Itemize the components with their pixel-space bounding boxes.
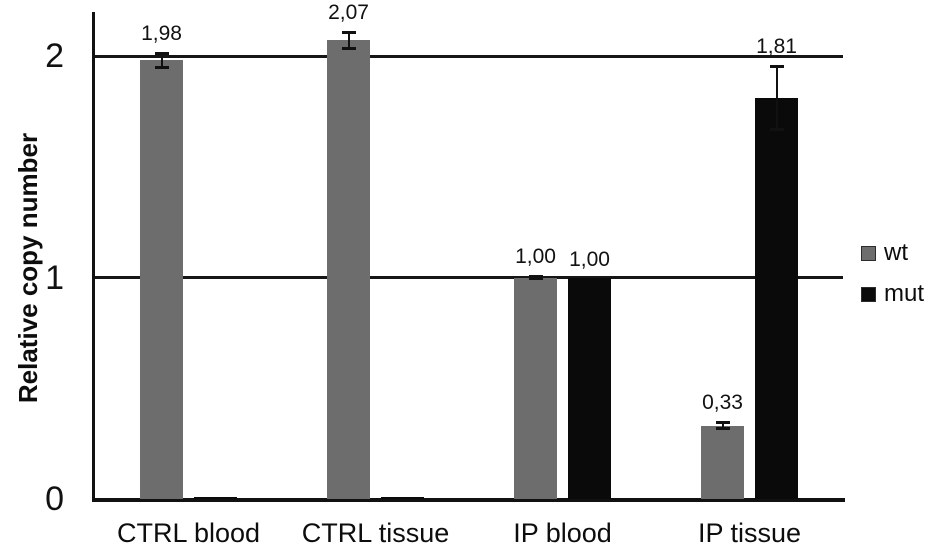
gridline-y2 — [95, 54, 843, 58]
error-bar-cap — [715, 427, 730, 431]
bar-mut-ctrl-blood — [194, 496, 237, 499]
data-label-wt-3: 0,33 — [702, 391, 743, 415]
error-bar-cap — [154, 51, 169, 55]
bar-wt-ctrl-blood — [140, 60, 183, 499]
data-label-wt-0: 1,98 — [141, 21, 182, 45]
y-tick-label-2: 2 — [45, 37, 64, 75]
error-bar — [347, 30, 350, 51]
x-category-label-ip-tissue: IP tissue — [697, 518, 802, 548]
data-label-wt-1: 2,07 — [328, 0, 369, 24]
error-bar-cap — [528, 277, 543, 281]
error-bar-cap — [341, 30, 356, 34]
bar-wt-ip-blood — [514, 277, 557, 499]
data-label-mut-3: 1,81 — [756, 34, 797, 58]
bar-mut-ip-blood — [568, 277, 611, 499]
x-axis-line — [92, 498, 845, 502]
error-bar — [160, 51, 163, 70]
error-bar-cap — [715, 421, 730, 425]
bar-wt-ctrl-tissue — [327, 40, 370, 499]
data-label-mut-2: 1,00 — [569, 247, 610, 271]
legend-item-mut: mut — [861, 282, 924, 306]
data-label-wt-2: 1,00 — [515, 244, 556, 268]
error-bar-cap — [528, 274, 543, 278]
legend-swatch-mut — [861, 286, 876, 302]
y-tick-label-1: 1 — [45, 258, 64, 297]
error-bar-cap — [154, 66, 169, 70]
legend-label-mut: mut — [884, 280, 925, 307]
bar-mut-ctrl-tissue — [381, 496, 424, 499]
error-bar-cap — [769, 128, 784, 132]
error-bar — [721, 421, 724, 431]
error-bar-cap — [341, 47, 356, 51]
bar-wt-ip-tissue — [701, 425, 744, 499]
x-category-label-ctrl-blood: CTRL blood — [116, 518, 261, 548]
y-tick-label-0: 0 — [45, 480, 64, 518]
error-bar — [775, 64, 778, 132]
x-category-label-ctrl-tissue: CTRL tissue — [301, 518, 450, 548]
error-bar-cap — [769, 64, 784, 68]
y-axis-line — [92, 12, 95, 502]
gridline-y1 — [95, 276, 843, 279]
bar-mut-ip-tissue — [755, 98, 798, 499]
x-category-label-ip-blood: IP blood — [513, 518, 612, 548]
legend-swatch-wt — [861, 245, 876, 261]
legend: wt mut — [861, 241, 924, 306]
legend-item-wt: wt — [861, 241, 924, 265]
legend-label-wt: wt — [884, 239, 908, 266]
